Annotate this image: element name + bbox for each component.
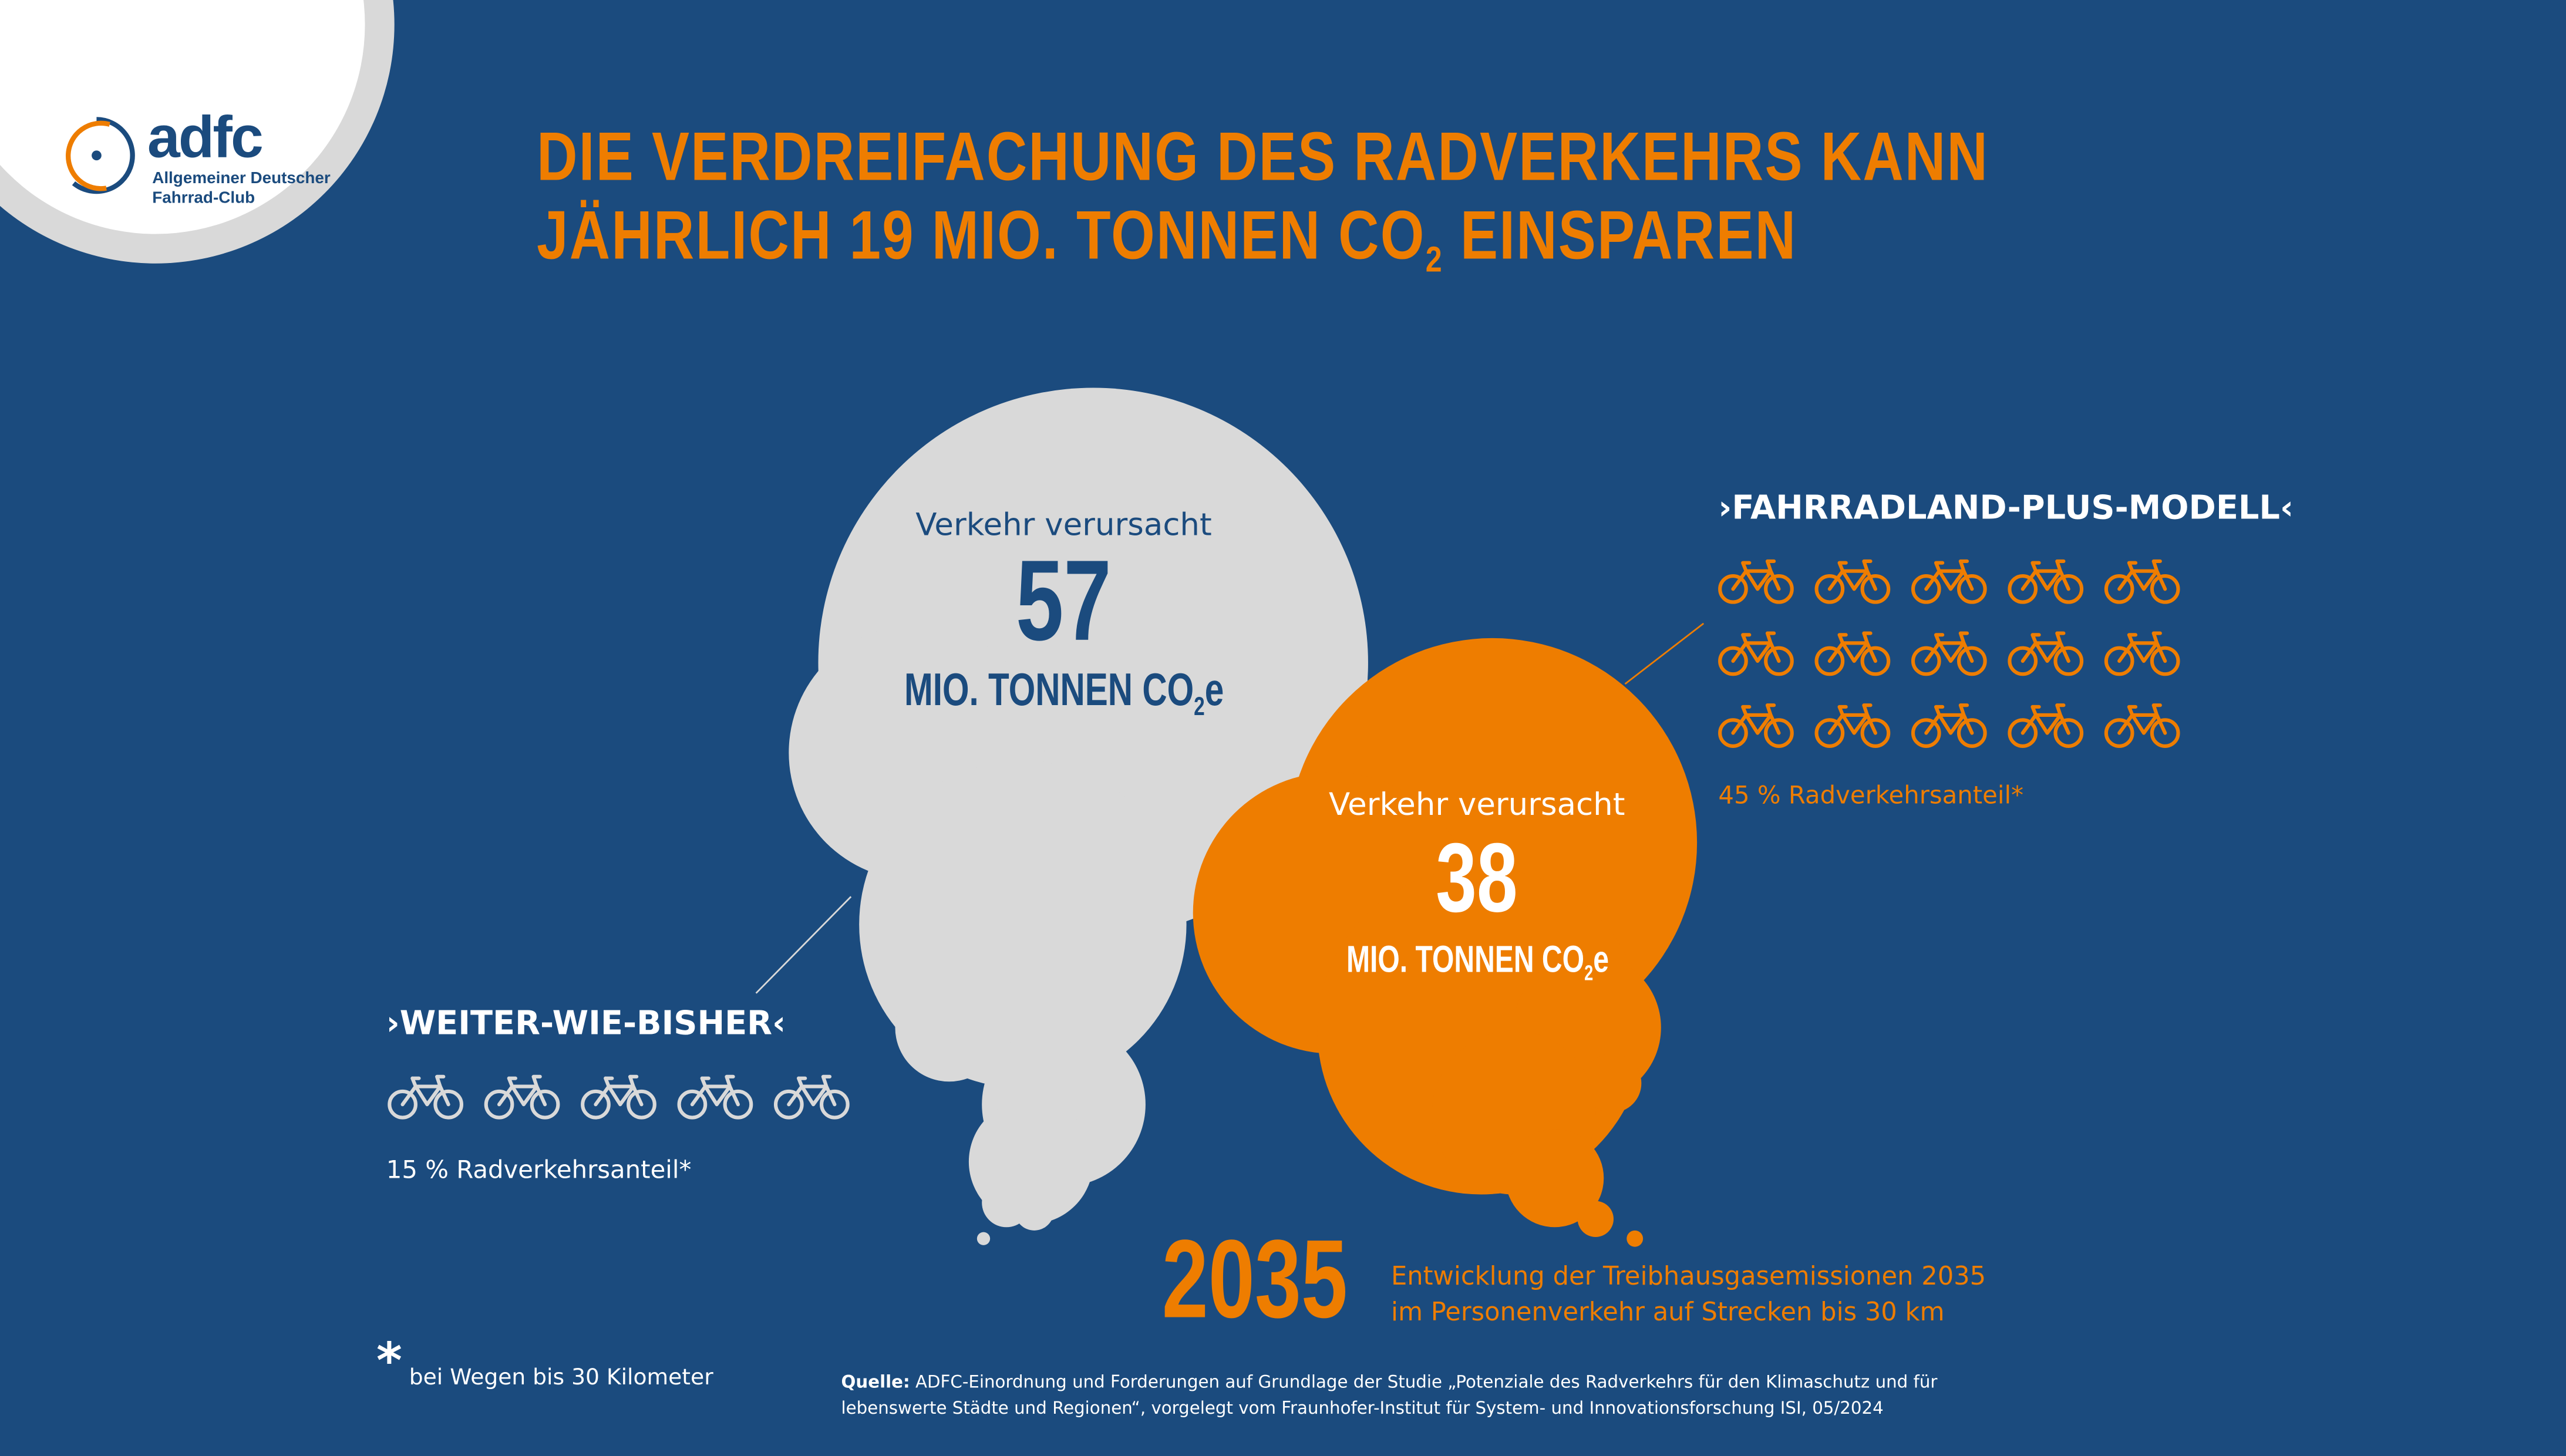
bicycle-icon xyxy=(1911,703,1987,748)
scenario-plus-name: ›FAHRRADLAND-PLUS-MODELL‹ xyxy=(1718,487,2294,527)
logo-line2: Fahrrad-Club xyxy=(152,190,255,208)
title-line1: DIE VERDREIFACHUNG DES RADVERKEHRS KANN xyxy=(537,117,1989,195)
grey-cloud-label: Verkehr verursacht xyxy=(915,507,1212,544)
bicycle-icon xyxy=(1814,559,1891,604)
year-caption-line2: im Personenverkehr auf Strecken bis 30 k… xyxy=(1390,1297,1945,1327)
bicycle-icon xyxy=(1911,631,1987,676)
title-line2-text: JÄHRLICH 19 MIO. TONNEN CO xyxy=(537,196,1426,274)
title-subscript: 2 xyxy=(1425,238,1443,280)
connector-line-plus xyxy=(1624,622,1705,685)
bicycle-icon xyxy=(1814,631,1891,676)
bicycle-icon xyxy=(2008,631,2084,676)
footnote-asterisk: * xyxy=(376,1333,402,1391)
bicycle-icon xyxy=(2104,631,2180,676)
source-label: Quelle: xyxy=(841,1373,910,1393)
connector-line-bau xyxy=(755,896,852,994)
grey-cloud-unit: MIO. TONNEN CO2e xyxy=(904,664,1224,722)
bicycle-icon xyxy=(773,1074,850,1120)
bicycle-icon xyxy=(1718,631,1794,676)
source-line1: ADFC-Einordnung und Forderungen auf Grun… xyxy=(910,1373,1938,1393)
title-line2: JÄHRLICH 19 MIO. TONNEN CO2 EINSPAREN xyxy=(537,196,1989,299)
logo-badge xyxy=(0,0,365,234)
bicycle-icon xyxy=(677,1074,753,1120)
orange-cloud-unit: MIO. TONNEN CO2e xyxy=(1345,937,1608,985)
year: 2035 xyxy=(1161,1217,1348,1342)
bicycle-icon xyxy=(1718,703,1794,748)
scenario-bau-name: ›WEITER-WIE-BISHER‹ xyxy=(386,1003,786,1043)
bicycle-icon xyxy=(2104,559,2180,604)
scenario-plus-share: 45 % Radverkehrsanteil* xyxy=(1718,780,2024,810)
bicycle-icon xyxy=(1911,559,1987,604)
wheel-logo-icon xyxy=(65,117,135,194)
orange-cloud-label: Verkehr verursacht xyxy=(1329,787,1625,823)
source-line2: lebenswerte Städte und Regionen“, vorgel… xyxy=(841,1398,1884,1419)
year-caption-line1: Entwicklung der Treibhausgasemissionen 2… xyxy=(1390,1261,1986,1291)
source-note: Quelle: ADFC-Einordnung und Forderungen … xyxy=(841,1370,1938,1422)
logo-wordmark: adfc xyxy=(147,103,264,170)
bicycle-icon xyxy=(1814,703,1891,748)
orange-cloud-content: Verkehr verursacht 38 MIO. TONNEN CO2e xyxy=(1252,787,1702,985)
bicycle-icon xyxy=(2104,703,2180,748)
bicycle-icon xyxy=(2008,703,2084,748)
orange-cloud xyxy=(1193,638,1698,1247)
scenario-bau-share: 15 % Radverkehrsanteil* xyxy=(386,1155,692,1185)
logo-line1: Allgemeiner Deutscher xyxy=(152,170,331,188)
footnote-text: bei Wegen bis 30 Kilometer xyxy=(409,1364,713,1391)
title-line2-end: EINSPAREN xyxy=(1443,196,1797,274)
grey-cloud-value: 57 xyxy=(1016,537,1112,665)
bicycle-icon xyxy=(388,1074,463,1120)
page-title: DIE VERDREIFACHUNG DES RADVERKEHRS KANN … xyxy=(537,118,1989,299)
year-caption: Entwicklung der Treibhausgasemissionen 2… xyxy=(1391,1258,1986,1330)
bicycle-icon xyxy=(484,1074,560,1120)
orange-cloud-value: 38 xyxy=(1436,823,1518,933)
grey-cloud-content: Verkehr verursacht 57 MIO. TONNEN CO2e xyxy=(819,507,1309,723)
bike-grid-plus xyxy=(1717,557,2208,750)
grey-cloud xyxy=(789,387,1368,1245)
bike-row-bau xyxy=(386,1071,851,1121)
bicycle-icon xyxy=(581,1074,656,1120)
bicycle-icon xyxy=(2008,559,2084,604)
bicycle-icon xyxy=(1718,559,1794,604)
